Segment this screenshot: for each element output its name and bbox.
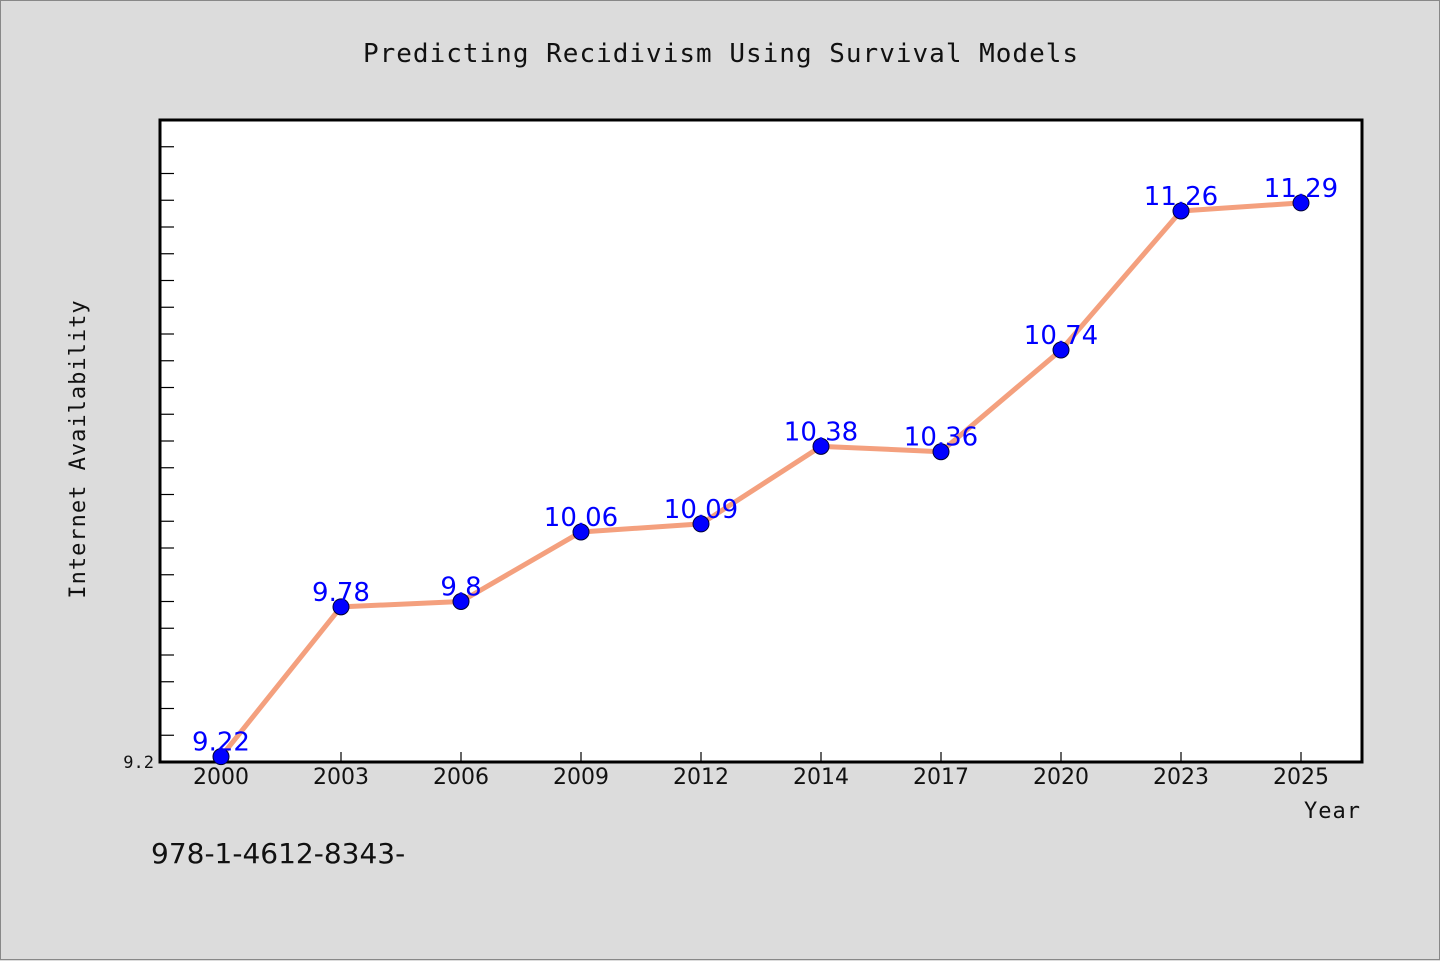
data-point-marker [332, 598, 350, 616]
data-point-marker [1052, 341, 1070, 359]
data-labels: 9.22 9.78 9.8 10.06 10.09 10.38 10.36 10.74 11.2… [192, 174, 1338, 758]
x-tick-label: 2025 [1273, 765, 1329, 790]
x-tick-label: 2009 [553, 765, 609, 790]
x-tick-label: 2017 [913, 765, 969, 790]
y-axis-ticks: 9.2 [123, 146, 174, 773]
data-point-marker [1292, 194, 1310, 212]
data-markers [212, 194, 1310, 766]
data-label: 10.09 [664, 495, 738, 525]
data-point-marker [692, 515, 710, 533]
y-axis-label: Internet Availability [66, 299, 91, 598]
chart-title: Predicting Recidivism Using Survival Mod… [363, 39, 1079, 69]
x-tick-label: 2012 [673, 765, 729, 790]
data-label: 9.22 [192, 728, 250, 758]
data-point-marker [572, 523, 590, 541]
data-label: 10.36 [904, 423, 978, 453]
x-axis-label: Year [1304, 799, 1361, 824]
x-tick-label: 2023 [1153, 765, 1209, 790]
footer-isbn-text: 978-1-4612-8343- [151, 837, 406, 870]
data-label: 10.74 [1024, 321, 1098, 351]
data-label: 10.38 [784, 417, 858, 447]
data-point-marker [812, 437, 830, 455]
series-line [218, 200, 1304, 760]
x-axis-ticks: 2000 2003 2006 2009 2012 2014 2017 2020 2023 2025 [193, 752, 1329, 790]
data-label: 10.06 [544, 503, 618, 533]
data-point-marker [452, 593, 470, 610]
x-tick-label: 2003 [313, 765, 369, 790]
data-point-marker [212, 748, 230, 766]
x-tick-label: 2000 [193, 765, 249, 790]
data-label: 11.29 [1264, 174, 1338, 204]
y-tick-label: 9.2 [123, 753, 154, 773]
data-point-marker [932, 443, 950, 461]
x-tick-label: 2006 [433, 765, 489, 790]
series-line-group [218, 200, 1304, 760]
data-label: 9.8 [440, 573, 481, 603]
x-tick-label: 2014 [793, 765, 849, 790]
plot-area [158, 118, 1364, 764]
data-label: 11.26 [1144, 182, 1218, 212]
data-point-marker [1172, 202, 1190, 220]
x-tick-label: 2020 [1033, 765, 1089, 790]
data-label: 9.78 [312, 578, 370, 608]
